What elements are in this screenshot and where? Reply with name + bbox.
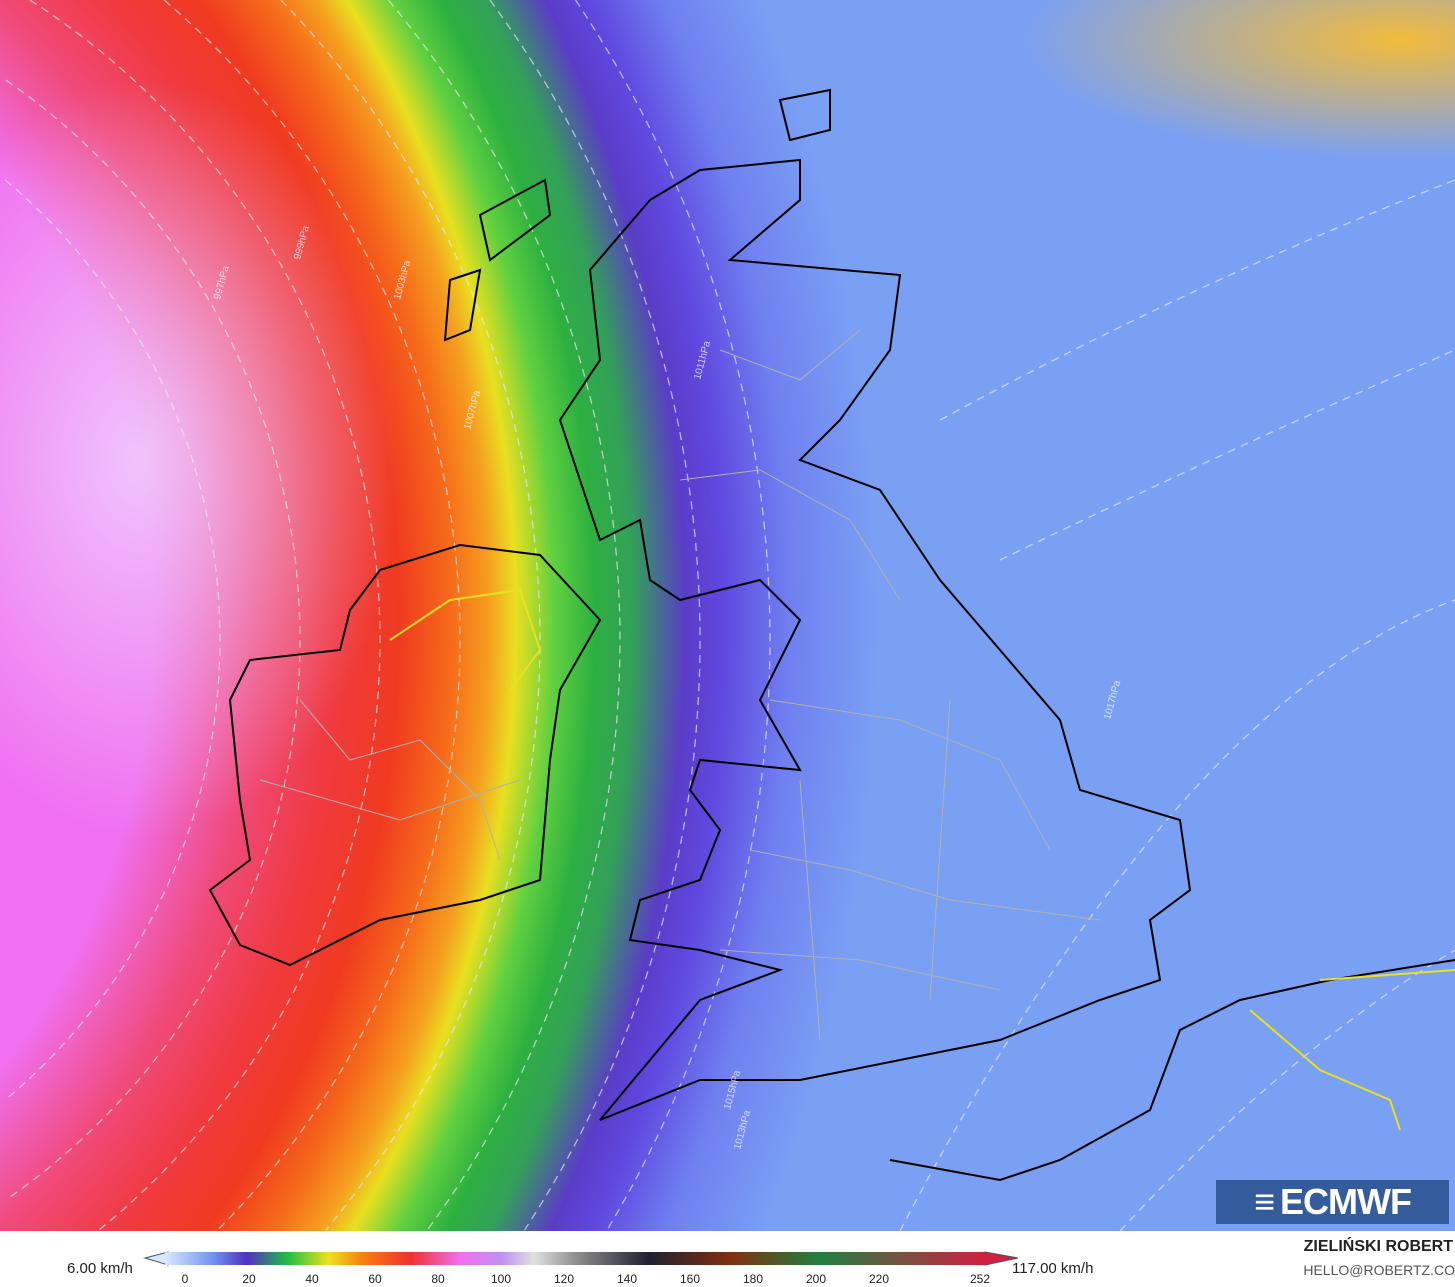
isobar-line xyxy=(4,179,221,1101)
isobar-line xyxy=(29,0,381,1231)
isobar-label: 1015hPa xyxy=(722,1069,743,1111)
isobar-line xyxy=(5,79,301,1201)
isobar-line xyxy=(574,0,771,1231)
ecmwf-logo-mark-icon: ≡ xyxy=(1254,1181,1275,1222)
isobar-line xyxy=(999,349,1455,561)
legend-min-label: 6.00 km/h xyxy=(67,1260,133,1277)
border-line xyxy=(389,588,542,691)
legend-color-bar xyxy=(165,1252,985,1265)
ecmwf-logo: ≡ ECMWF xyxy=(1216,1180,1449,1224)
isobar-label: 1013hPa xyxy=(732,1109,753,1151)
legend-tick: 60 xyxy=(368,1272,382,1286)
credit-email: HELLO@ROBERTZ.CO xyxy=(1303,1262,1455,1278)
border-line xyxy=(1249,969,1455,1131)
great-britain-coast xyxy=(558,158,1192,1121)
legend-tick: 200 xyxy=(805,1272,827,1286)
isobar-label: 1011hPa xyxy=(692,340,713,381)
legend-tick: 180 xyxy=(742,1272,764,1286)
isobars xyxy=(4,0,1455,1231)
legend-tick: 220 xyxy=(868,1272,890,1286)
legend-tick: 120 xyxy=(553,1272,575,1286)
isobar-line xyxy=(387,0,621,1231)
isobar-line xyxy=(939,179,1455,421)
isobar-line xyxy=(1119,949,1455,1231)
coastlines xyxy=(208,88,1455,1182)
legend-tick: 160 xyxy=(679,1272,701,1286)
ecmwf-logo-text: ECMWF xyxy=(1280,1181,1412,1222)
isobar-line xyxy=(280,0,541,1231)
orkney-coast xyxy=(778,88,831,142)
legend-tick: 40 xyxy=(305,1272,319,1286)
legend-tick: 100 xyxy=(490,1272,512,1286)
continent-coast xyxy=(889,959,1455,1182)
legend-tick: 140 xyxy=(616,1272,638,1286)
isobar-label: 1007hPa xyxy=(462,389,483,431)
isobar-label: 997hPa xyxy=(212,264,232,301)
isobar-label: 999hPa xyxy=(292,224,312,261)
ireland-coast xyxy=(208,543,602,967)
isobar-label: 1003hPa xyxy=(392,259,413,301)
legend-tick: 252 xyxy=(969,1272,991,1286)
legend-tick: 80 xyxy=(431,1272,445,1286)
legend-tick: 0 xyxy=(181,1272,189,1286)
isobar-line xyxy=(163,0,461,1231)
credit-author: ZIELIŃSKI ROBERT xyxy=(1303,1238,1453,1255)
admin-borders xyxy=(259,329,1101,1041)
isobar-label: 1017hPa xyxy=(1102,679,1123,721)
wind-speed-map: 1013hPa 1015hPa 1017hPa 1011hPa 1007hPa 1003h… xyxy=(0,0,1455,1231)
legend-max-label: 117.00 km/h xyxy=(1012,1260,1094,1277)
legend-tick: 20 xyxy=(242,1272,256,1286)
isobar-line xyxy=(489,0,701,1231)
hebrides-coast xyxy=(443,178,552,342)
isobar-line xyxy=(899,599,1455,1231)
